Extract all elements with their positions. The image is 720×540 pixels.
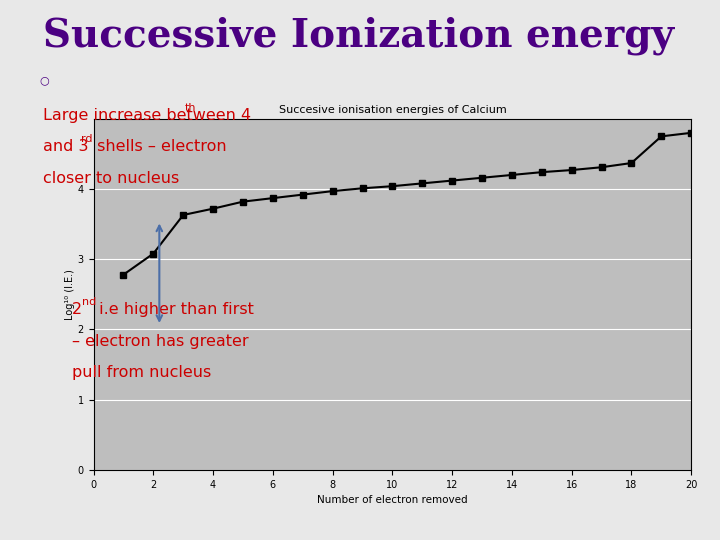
Text: shells – electron: shells – electron (92, 139, 227, 154)
Title: Succesive ionisation energies of Calcium: Succesive ionisation energies of Calcium (279, 105, 506, 115)
X-axis label: Number of electron removed: Number of electron removed (317, 495, 468, 505)
Text: ○: ○ (40, 75, 50, 85)
Text: Large increase between 4: Large increase between 4 (43, 108, 251, 123)
Text: Successive Ionization energy: Successive Ionization energy (43, 16, 675, 55)
Text: – electron has greater: – electron has greater (72, 334, 248, 349)
Text: nd: nd (82, 297, 96, 307)
Text: closer to nucleus: closer to nucleus (43, 171, 179, 186)
Y-axis label: Log¹⁰ (I.E.): Log¹⁰ (I.E.) (65, 269, 75, 320)
Text: i.e higher than first: i.e higher than first (94, 302, 253, 318)
Text: th: th (185, 103, 197, 113)
Text: rd: rd (81, 134, 92, 144)
Text: 2: 2 (72, 302, 82, 318)
Text: and 3: and 3 (43, 139, 89, 154)
Text: pull from nucleus: pull from nucleus (72, 365, 211, 380)
